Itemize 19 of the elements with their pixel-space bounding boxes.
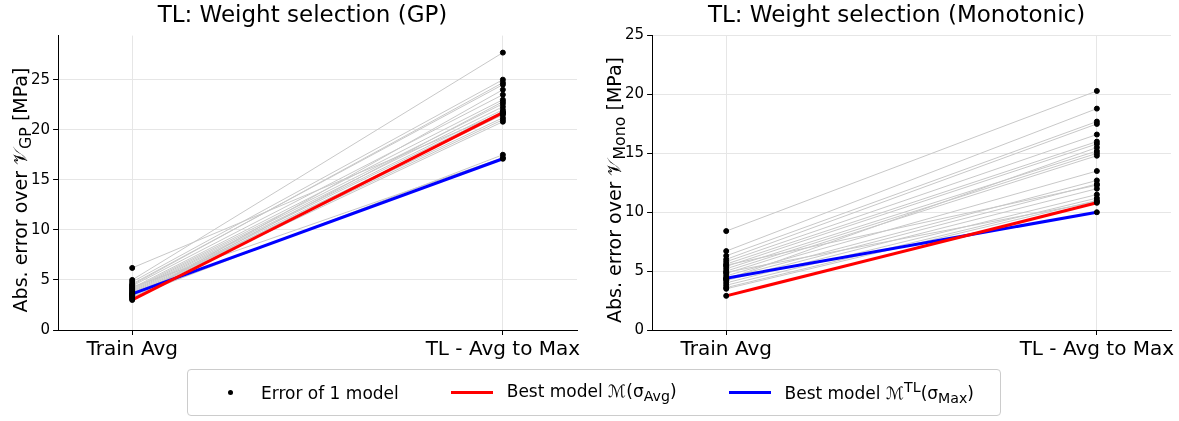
y-tick-label: 15	[624, 143, 645, 162]
x-tick-label: Train Avg	[85, 336, 178, 361]
legend-label: Error of 1 model	[260, 382, 399, 403]
legend-label: Best model ℳ(σ$_{Avg}$)	[506, 380, 677, 405]
x-tick-label: Train Avg	[679, 336, 772, 361]
chart-title: TL: Weight selection (GP)	[156, 0, 448, 27]
y-tick-label: 15	[30, 169, 51, 188]
x-tick-label: TL - Avg to Max	[1018, 336, 1175, 361]
legend-label: Best model ℳ$^{TL}$(σ$_{Max}$)	[784, 378, 974, 407]
y-tick-label: 0	[40, 319, 51, 338]
y-tick-label: 20	[624, 84, 645, 103]
y-tick-label: 5	[634, 261, 645, 280]
y-tick-label: 0	[634, 319, 645, 338]
y-tick-label: 25	[30, 69, 51, 88]
y-tick-label: 20	[30, 119, 51, 138]
y-tick-label: 5	[40, 269, 51, 288]
chart-title: TL: Weight selection (Monotonic)	[706, 0, 1086, 27]
x-tick-label: TL - Avg to Max	[424, 336, 581, 361]
y-tick-label: 25	[624, 25, 645, 44]
